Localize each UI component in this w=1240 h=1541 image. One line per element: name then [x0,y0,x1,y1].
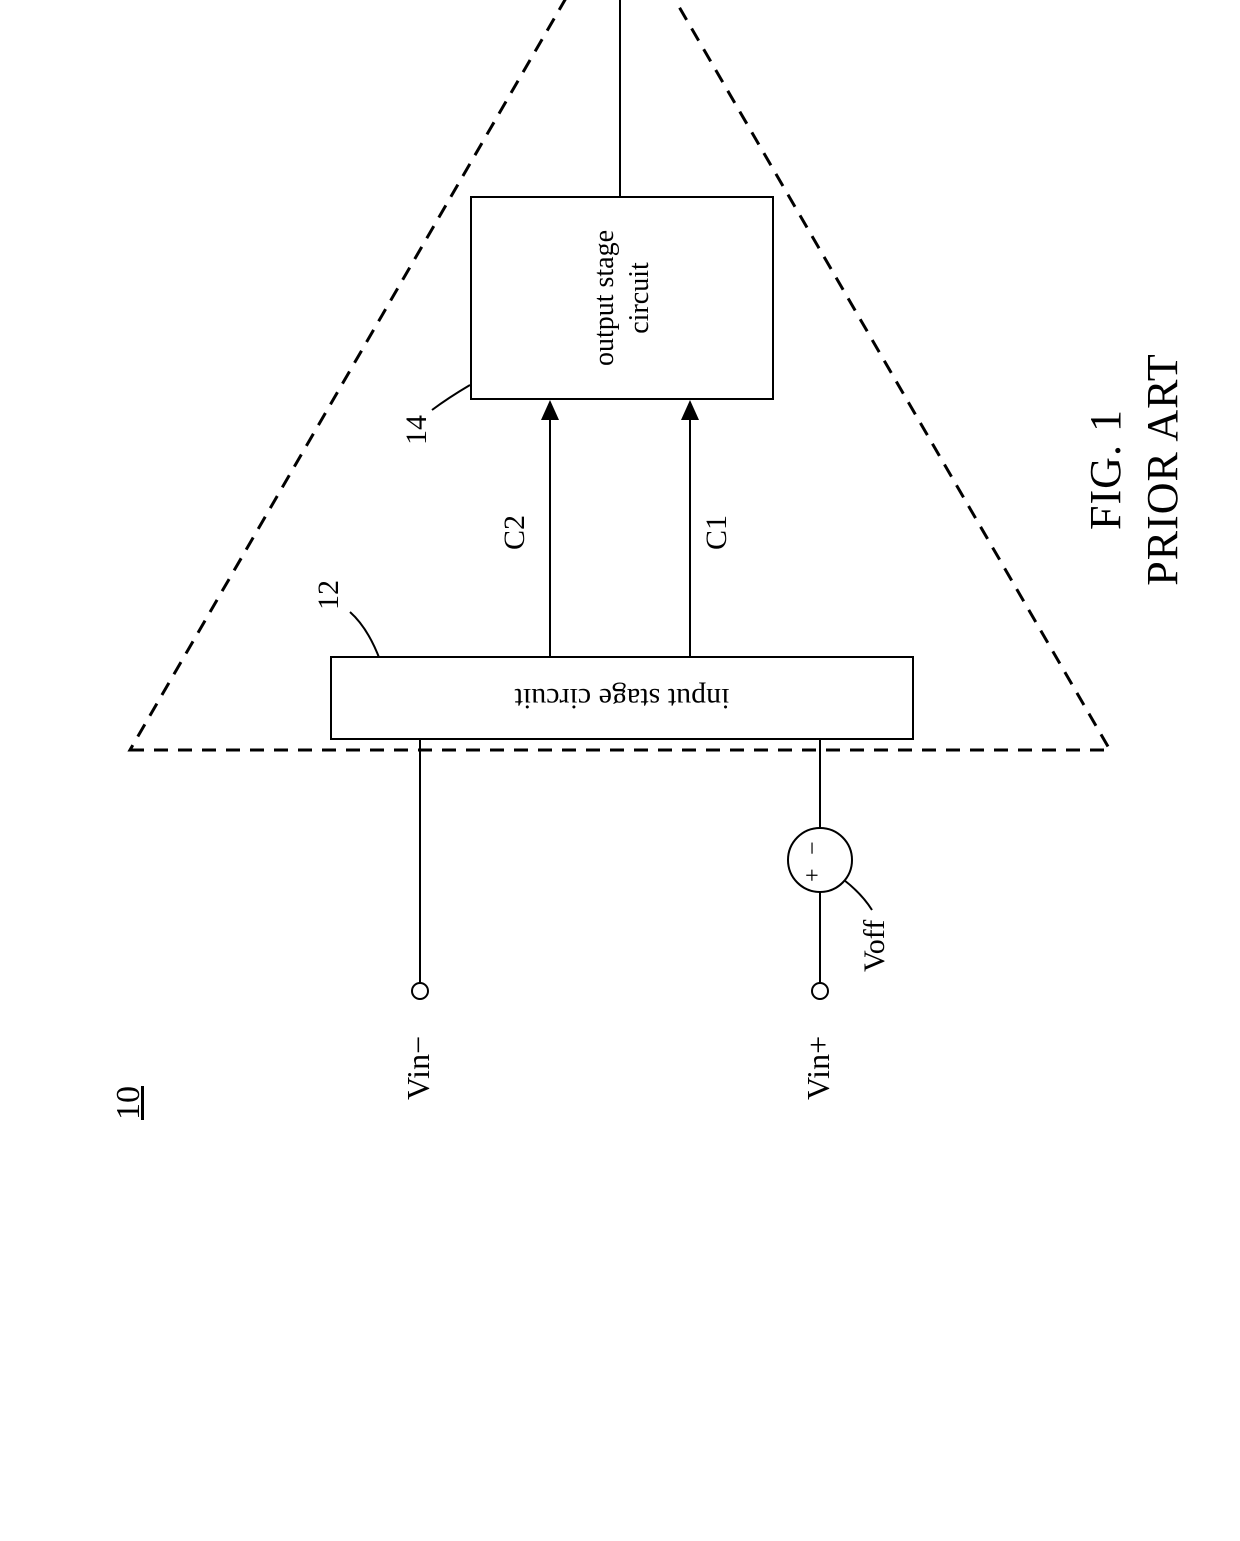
figure-ref: 10 [110,1086,148,1120]
output-stage-label: output stage circuit [587,230,657,366]
wire-c2-arrow [541,400,559,420]
caption-line1: FIG. 1 [1080,0,1131,1240]
label-c1: C1 [700,515,734,550]
input-stage-ref: 12 [312,580,346,610]
figure-ref-text: 10 [110,1086,147,1120]
figure-caption: FIG. 1 PRIOR ART [1080,0,1188,1240]
label-vin-plus: Vin+ [800,1036,837,1100]
offset-source-plus: + [800,868,827,882]
label-voff: Voff [858,920,892,972]
offset-source-circle [788,828,852,892]
leader-14 [432,385,470,410]
offset-source-minus: − [800,841,827,855]
caption-line2: PRIOR ART [1137,0,1188,1240]
input-stage-label: input stage circuit [515,681,730,715]
output-stage-block: output stage circuit [470,196,774,400]
label-c2: C2 [498,515,532,550]
terminal-vin-minus [411,982,429,1000]
schematic-svg [0,0,1240,1240]
leader-12 [350,612,380,660]
input-stage-block: input stage circuit [330,656,914,740]
wire-c1-arrow [681,400,699,420]
terminal-vin-plus [811,982,829,1000]
label-vin-minus: Vin− [400,1036,437,1100]
output-stage-ref: 14 [400,415,434,445]
leader-voff [844,880,872,910]
